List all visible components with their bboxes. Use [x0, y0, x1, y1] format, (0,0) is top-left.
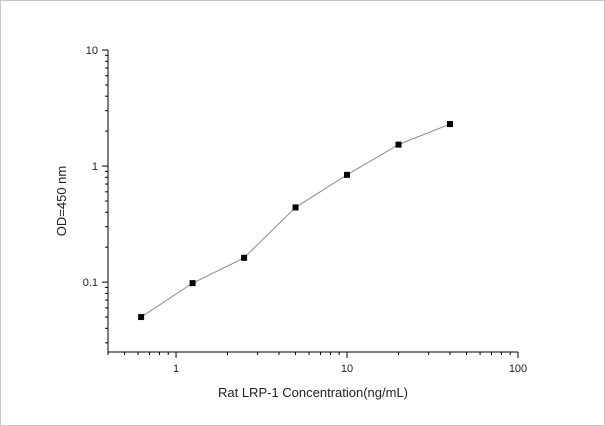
x-axis-title: Rat LRP-1 Concentration(ng/mL)	[218, 385, 408, 400]
x-tick-label: 10	[341, 363, 353, 375]
series-layer	[138, 121, 453, 321]
data-point	[446, 121, 453, 128]
data-point	[395, 141, 402, 148]
x-axis-tick-labels: 1 10 100	[173, 363, 527, 375]
x-axis-ticks	[107, 352, 519, 358]
y-tick-label: 0.1	[83, 277, 98, 289]
x-tick-label: 1	[173, 363, 179, 375]
data-point	[241, 254, 248, 261]
y-axis-tick-labels: 0.1 1 10	[83, 45, 98, 289]
x-tick-label: 100	[509, 363, 527, 375]
data-point	[138, 314, 145, 321]
data-point	[292, 204, 299, 211]
y-axis-ticks	[102, 49, 108, 344]
y-tick-label: 1	[92, 161, 98, 173]
data-point	[189, 280, 196, 287]
series-line	[140, 123, 451, 318]
data-point	[344, 171, 351, 178]
y-axis-title: OD=450 nm	[54, 166, 69, 236]
y-tick-label: 10	[86, 45, 98, 57]
